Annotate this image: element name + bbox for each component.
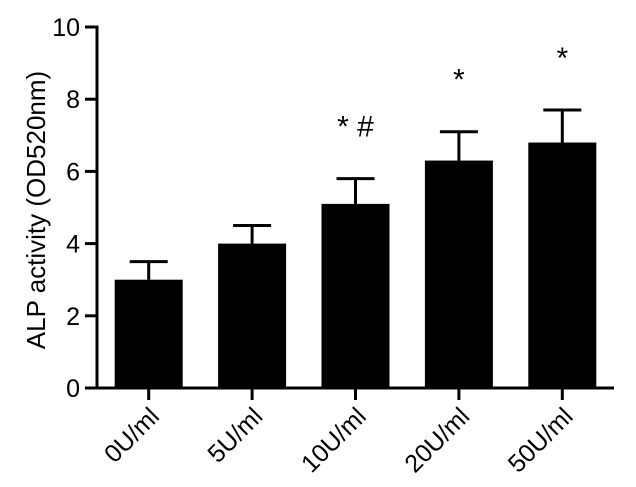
- y-axis-label: ALP activity (OD520nm): [21, 71, 51, 349]
- y-tick-label: 0: [66, 375, 80, 403]
- y-axis: 0 2 4 6 8 10: [52, 14, 99, 403]
- y-tick-label: 8: [66, 86, 80, 114]
- x-tick-label: 0U/ml: [99, 402, 165, 468]
- error-bars: [129, 108, 582, 280]
- x-tick-label: 50U/ml: [503, 402, 579, 478]
- x-tick-label: 20U/ml: [399, 402, 475, 478]
- significance-annotations: * # * *: [337, 42, 568, 144]
- bars: [114, 142, 597, 388]
- significance-label: * #: [337, 111, 374, 144]
- bar: [218, 243, 287, 388]
- bar: [528, 142, 597, 388]
- significance-label: *: [556, 42, 568, 75]
- y-tick-label: 6: [66, 158, 80, 186]
- x-axis: 0U/ml 5U/ml 10U/ml 20U/ml 50U/ml: [95, 386, 614, 478]
- x-tick-label: 10U/ml: [296, 402, 372, 478]
- y-tick-label: 10: [52, 14, 80, 42]
- bar: [424, 160, 493, 388]
- significance-label: *: [453, 64, 465, 97]
- y-tick-label: 2: [66, 303, 80, 331]
- y-tick-label: 4: [66, 231, 80, 259]
- bar: [321, 203, 390, 388]
- x-tick-label: 5U/ml: [202, 402, 268, 468]
- bar: [114, 279, 183, 388]
